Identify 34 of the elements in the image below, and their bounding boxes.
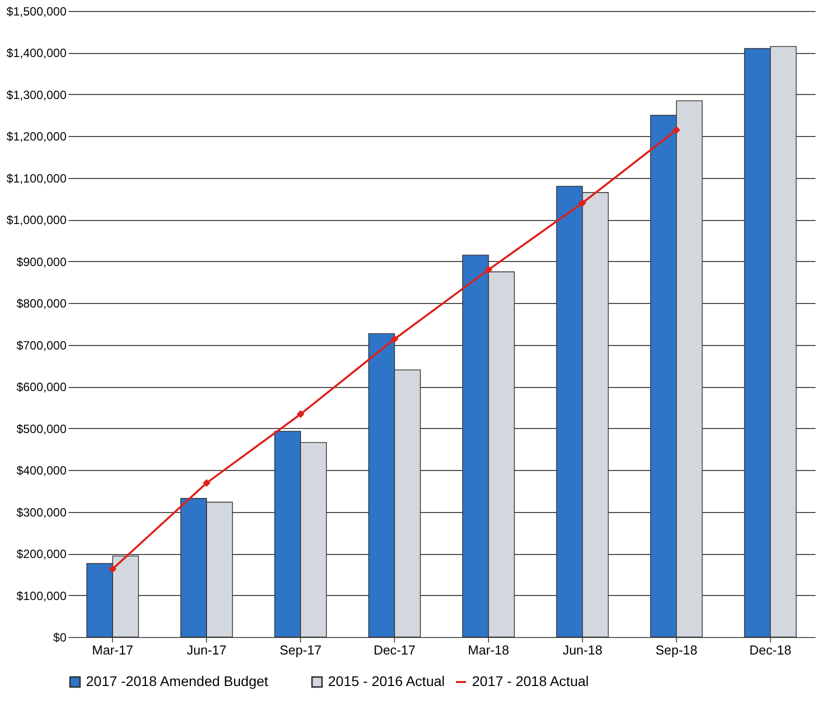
x-tick-label: Sep-17 xyxy=(280,642,322,658)
x-tick-label: Mar-18 xyxy=(468,642,510,658)
x-tick-label: Jun-18 xyxy=(562,642,602,658)
point xyxy=(578,199,586,207)
legend-label: 2017 -2018 Amended Budget xyxy=(86,673,268,689)
x-tick-label: Dec-18 xyxy=(749,642,792,658)
point xyxy=(202,479,210,487)
y-tick-label: $0 xyxy=(53,630,67,644)
y-tick-label: $400,000 xyxy=(16,464,67,478)
y-tick-label: $1,400,000 xyxy=(6,46,67,60)
x-tick-label: Dec-17 xyxy=(374,642,416,658)
y-tick-label: $900,000 xyxy=(16,254,67,269)
legend-label: 2015 - 2016 Actual xyxy=(328,673,445,689)
y-tick-label: $300,000 xyxy=(16,505,67,520)
y-tick-label: $600,000 xyxy=(16,380,67,394)
point xyxy=(390,335,398,343)
x-tick-label: Sep-18 xyxy=(655,642,698,658)
y-tick-label: $1,000,000 xyxy=(6,213,67,228)
y-tick-label: $1,300,000 xyxy=(6,88,67,102)
point xyxy=(672,126,680,134)
y-tick-label: $500,000 xyxy=(16,422,67,436)
point xyxy=(484,266,492,274)
point xyxy=(296,410,304,418)
y-tick-label: $200,000 xyxy=(16,547,67,562)
y-tick-label: $800,000 xyxy=(16,296,67,311)
y-tick-label: $700,000 xyxy=(16,338,67,352)
y-tick-label: $100,000 xyxy=(16,588,67,603)
y-tick-label: $1,500,000 xyxy=(6,4,67,18)
x-tick-label: Mar-17 xyxy=(92,642,134,658)
y-tick-label: $1,200,000 xyxy=(6,130,67,144)
x-tick-label: Jun-17 xyxy=(186,642,226,658)
point xyxy=(108,565,117,573)
y-tick-label: $1,100,000 xyxy=(6,171,67,186)
legend-label: 2017 - 2018 Actual xyxy=(472,673,589,689)
